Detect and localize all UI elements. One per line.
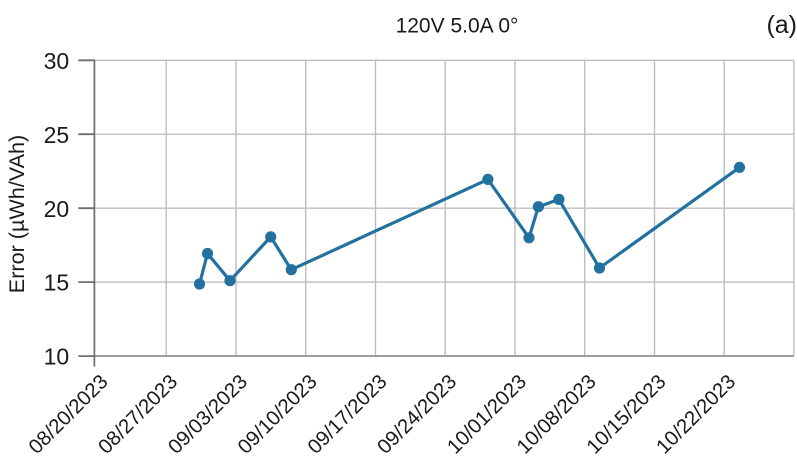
- svg-text:120V 5.0A 0°: 120V 5.0A 0°: [396, 15, 519, 38]
- svg-text:15: 15: [44, 270, 70, 296]
- svg-text:(a): (a): [766, 11, 797, 39]
- svg-text:Error (µWh/VAh): Error (µWh/VAh): [4, 135, 29, 293]
- svg-text:20: 20: [44, 196, 70, 222]
- svg-text:30: 30: [44, 48, 70, 74]
- svg-text:10: 10: [44, 344, 70, 370]
- svg-text:25: 25: [44, 122, 70, 148]
